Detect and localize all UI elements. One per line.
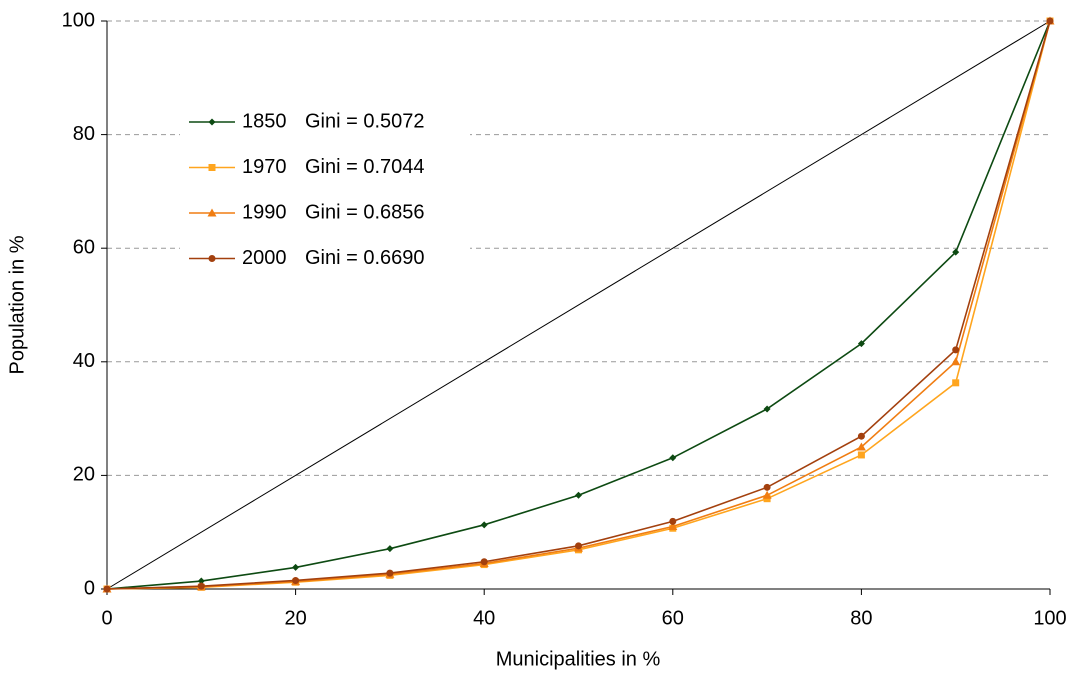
marker xyxy=(480,521,488,529)
y-tick-label: 0 xyxy=(84,577,95,599)
marker xyxy=(668,522,678,531)
x-tick-label: 20 xyxy=(284,607,306,629)
marker xyxy=(575,542,582,550)
marker xyxy=(857,340,865,348)
marker xyxy=(857,451,865,459)
equality-line xyxy=(106,20,1051,590)
marker xyxy=(208,118,216,126)
x-tick-label: 100 xyxy=(1033,607,1066,629)
y-tick-label: 100 xyxy=(62,9,95,31)
marker xyxy=(857,432,865,440)
marker xyxy=(208,255,216,262)
marker xyxy=(208,164,216,171)
marker xyxy=(763,483,771,491)
marker xyxy=(386,545,394,553)
legend-label: 1990 xyxy=(242,201,287,223)
marker xyxy=(197,582,205,590)
legend-annotation: Gini = 0.5072 xyxy=(305,110,425,132)
y-tick-label: 20 xyxy=(73,464,95,486)
legend-label: 1850 xyxy=(242,110,287,132)
legend-annotation: Gini = 0.6690 xyxy=(305,247,425,269)
x-tick-label: 80 xyxy=(850,607,872,629)
marker xyxy=(669,517,677,525)
legend-label: 2000 xyxy=(242,247,287,269)
marker xyxy=(575,491,582,499)
marker xyxy=(856,442,866,451)
marker xyxy=(197,577,205,585)
marker xyxy=(480,558,488,566)
y-tick-label: 80 xyxy=(73,123,95,145)
marker xyxy=(292,576,300,584)
marker xyxy=(1046,17,1054,25)
y-tick-label: 40 xyxy=(73,350,95,372)
marker xyxy=(207,208,217,217)
legend-annotation: Gini = 0.6856 xyxy=(305,201,425,223)
x-axis-label: Municipalities in % xyxy=(496,648,661,670)
legend-annotation: Gini = 0.7044 xyxy=(305,156,425,178)
marker xyxy=(952,346,960,354)
y-tick-label: 60 xyxy=(73,236,95,258)
marker xyxy=(762,490,772,499)
marker xyxy=(951,357,961,366)
marker xyxy=(386,569,394,577)
x-tick-label: 0 xyxy=(101,607,112,629)
y-axis-label: Population in % xyxy=(6,235,28,374)
marker xyxy=(292,563,300,571)
marker xyxy=(952,248,960,256)
marker xyxy=(103,585,111,593)
marker xyxy=(669,454,677,462)
legend-label: 1970 xyxy=(242,156,287,178)
marker xyxy=(763,405,771,413)
x-tick-label: 40 xyxy=(473,607,495,629)
marker xyxy=(952,379,960,387)
x-tick-label: 60 xyxy=(662,607,684,629)
